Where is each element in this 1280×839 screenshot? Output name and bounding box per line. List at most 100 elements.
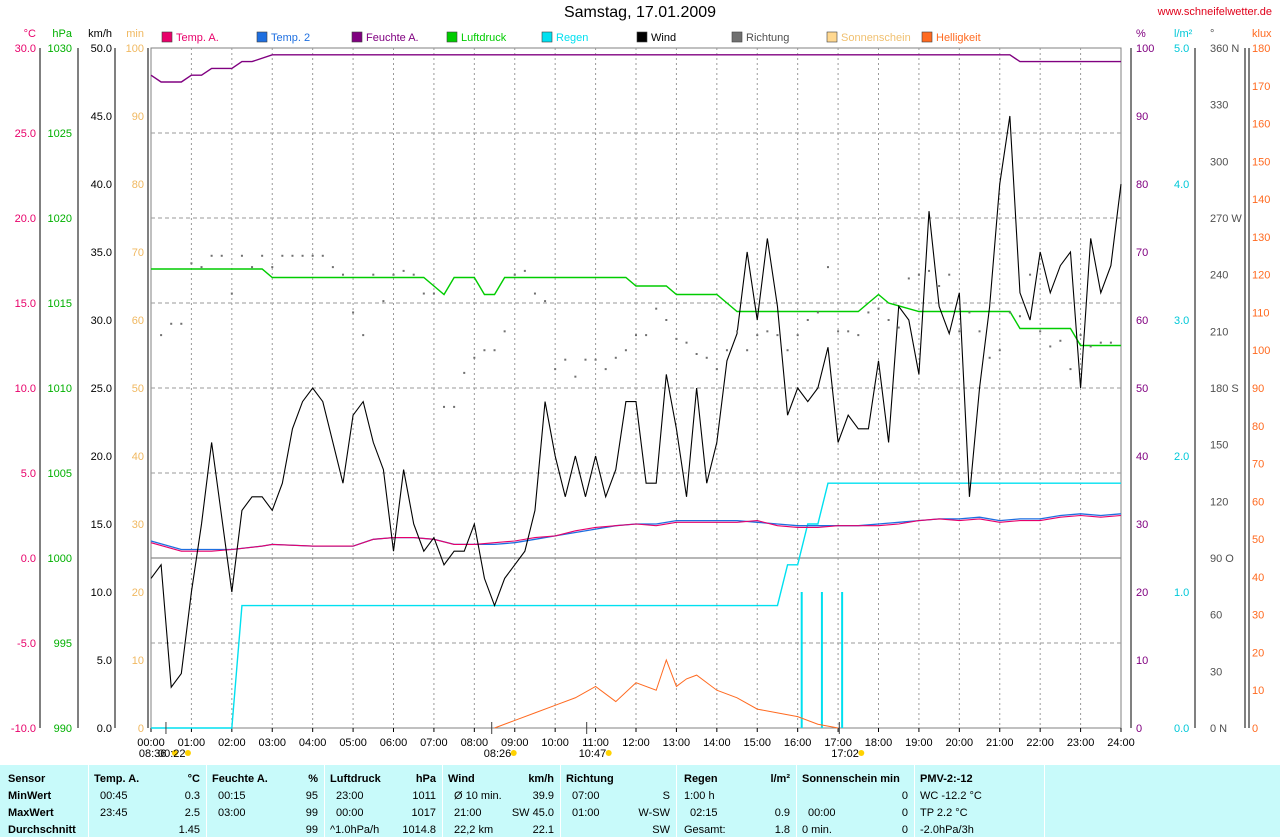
stats-temp: Temp. A. °C 00:45 0.3 23:45 2.5 1.45	[94, 771, 204, 839]
stats-rain-header: Regen	[684, 773, 718, 785]
axis-label-rain_lm2: l/m²	[1174, 28, 1193, 40]
direction-point	[200, 266, 203, 269]
stats-panel: Sensor MinWert MaxWert Durchschnitt Temp…	[0, 765, 1280, 837]
direction-point	[695, 353, 698, 355]
axis-tick-temp_c: -10.0	[11, 723, 36, 735]
axis-tick-humidity_pct: 0	[1136, 723, 1142, 735]
direction-point	[857, 334, 860, 337]
direction-point	[746, 349, 749, 352]
axis-tick-wind_kmh: 0.0	[97, 723, 112, 735]
direction-point	[594, 358, 597, 361]
stats-sun-max: 0	[901, 807, 908, 819]
axis-tick-direction_deg: 300	[1210, 156, 1228, 168]
axis-tick-brightness_klux: 10	[1252, 685, 1264, 697]
series-tempa	[150, 514, 1122, 552]
stats-row-max: MaxWert	[8, 807, 54, 819]
axis-tick-pressure_hpa: 1030	[48, 43, 72, 55]
axis-tick-brightness_klux: 80	[1252, 421, 1264, 433]
stats-temp-max: 2.5	[184, 807, 200, 819]
direction-point	[160, 334, 163, 337]
direction-point	[473, 356, 476, 359]
direction-point	[170, 322, 173, 325]
stats-wind: Wind km/h Ø 10 min. 39.9 21:00 SW 45.0 22,2…	[448, 771, 556, 839]
stats-dir-avg: SW	[652, 824, 670, 836]
legend-swatch	[351, 31, 363, 43]
stats-press-trend: ^1.0hPa/h	[330, 824, 380, 836]
axis-tick-humidity_pct: 60	[1136, 315, 1148, 327]
direction-point	[796, 334, 799, 337]
direction-point	[645, 334, 648, 337]
x-tick-label: 09:00	[501, 737, 529, 749]
stats-pressure: Luftdruck hPa 23:00 1011 00:00 1017 ^1.0hPa…	[330, 771, 438, 839]
direction-point	[847, 330, 850, 333]
direction-point	[240, 254, 243, 257]
stats-rain-unit: l/m²	[770, 773, 790, 785]
direction-point	[584, 358, 587, 361]
stats-press-min: 1011	[412, 790, 436, 802]
direction-point	[988, 356, 991, 359]
stats-hum-header: Feuchte A.	[212, 773, 268, 785]
direction-point	[675, 337, 678, 340]
x-tick-label: 11:00	[582, 737, 609, 749]
x-tick-label: 06:00	[380, 737, 408, 749]
x-tick-label: 12:00	[622, 737, 650, 749]
axis-tick-wind_kmh: 45.0	[91, 111, 112, 123]
direction-point	[513, 273, 516, 276]
axis-tick-sun_min: 0	[138, 723, 144, 735]
stats-press-max: 1017	[411, 807, 436, 819]
stats-temp-unit: °C	[187, 773, 200, 785]
stats-hum-max: 99	[305, 807, 318, 819]
direction-point	[776, 334, 779, 337]
stats-temp-header: Temp. A.	[94, 773, 140, 785]
series-wind	[150, 115, 1122, 689]
site-link[interactable]: www.schneifelwetter.de	[1157, 6, 1272, 18]
direction-point	[261, 254, 264, 257]
axis-tick-temp_c: 30.0	[15, 43, 36, 55]
axis-tick-rain_lm2: 4.0	[1174, 179, 1189, 191]
stats-rain: Regen l/m² 1:00 h 02:15 0.9 Gesamt: 1.8	[684, 771, 792, 839]
direction-point	[1069, 368, 1072, 371]
time-marker-label: 00:22	[158, 748, 186, 760]
x-tick-label: 23:00	[1067, 737, 1095, 749]
stats-wind-max-time: 21:00	[454, 807, 482, 819]
chart-grid	[150, 47, 1122, 729]
chart-axes: °C 30.0 25.0 20.0 15.0 10.0 5.0 0.0 -5.0 -10.0 hPa…	[11, 28, 1272, 749]
direction-point	[533, 292, 536, 295]
time-marker-label: 08:26	[484, 748, 512, 760]
x-tick-label: 07:00	[420, 737, 448, 749]
legend-label: Richtung	[746, 32, 789, 44]
axis-tick-humidity_pct: 100	[1136, 43, 1154, 55]
stats-temp-max-time: 23:45	[100, 807, 128, 819]
stats-temp-min-time: 00:45	[100, 790, 128, 802]
x-tick-label: 04:00	[299, 737, 327, 749]
direction-point	[1099, 341, 1102, 344]
chart-title: Samstag, 17.01.2009	[563, 4, 717, 21]
stats-wind-dist: 22,2 km	[454, 824, 494, 836]
axis-tick-pressure_hpa: 1000	[48, 553, 72, 565]
direction-point	[614, 356, 617, 359]
axis-tick-direction_deg: 360 N	[1210, 43, 1239, 55]
sun-icon	[510, 750, 517, 756]
axis-tick-rain_lm2: 0.0	[1174, 723, 1189, 735]
axis-tick-brightness_klux: 50	[1252, 534, 1264, 546]
x-tick-label: 16:00	[784, 737, 812, 749]
stats-pmv-wc: WC -12.2 °C	[920, 790, 982, 802]
legend-label: Sonnenschein	[841, 32, 911, 44]
direction-point	[382, 300, 385, 303]
axis-tick-humidity_pct: 90	[1136, 111, 1148, 123]
stats-hum-max-time: 03:00	[218, 807, 246, 819]
stats-press-min-time: 23:00	[336, 790, 364, 802]
direction-point	[453, 405, 456, 408]
direction-point	[685, 341, 688, 344]
stats-hum-unit: %	[308, 773, 318, 785]
axis-tick-direction_deg: 330	[1210, 100, 1228, 112]
direction-point	[574, 375, 577, 378]
direction-point	[1059, 339, 1062, 342]
stats-pmv-header: PMV-2:-12	[920, 773, 973, 785]
stats-hum-min: 95	[305, 790, 318, 802]
stats-rain-max-time: 02:15	[690, 807, 718, 819]
sun-icon	[605, 750, 612, 756]
axis-tick-wind_kmh: 25.0	[91, 383, 112, 395]
axis-tick-temp_c: 0.0	[21, 553, 36, 565]
axis-tick-brightness_klux: 160	[1252, 119, 1270, 131]
